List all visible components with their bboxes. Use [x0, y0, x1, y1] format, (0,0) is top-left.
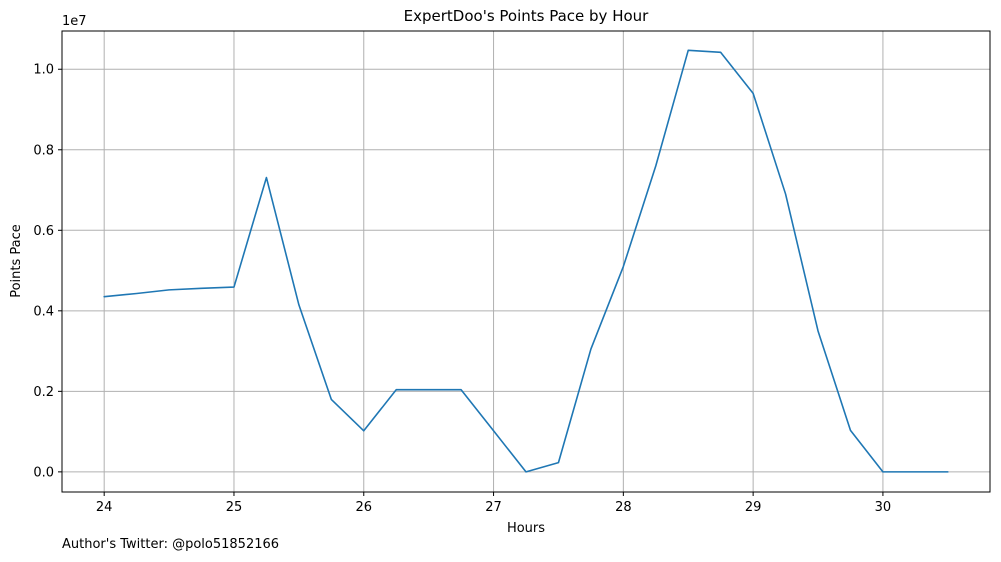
points-pace-line [103, 49, 949, 473]
y-tick-label: 0.8 [33, 143, 54, 158]
author-credit: Author's Twitter: @polo51852166 [62, 537, 280, 552]
x-tick-label: 30 [875, 500, 892, 515]
y-tick-label: 0.2 [33, 385, 54, 400]
x-tick-label: 26 [355, 500, 372, 515]
x-tick-label: 27 [485, 500, 502, 515]
grid-lines [62, 31, 990, 492]
x-axis-ticks: 24 25 26 27 28 29 30 [96, 492, 891, 515]
y-tick-label: 0.6 [33, 224, 54, 239]
y-tick-label: 1.0 [33, 63, 54, 78]
y-axis-ticks: 0.0 0.2 0.4 0.6 0.8 1.0 [33, 63, 62, 480]
x-tick-label: 28 [615, 500, 632, 515]
chart-title: ExpertDoo's Points Pace by Hour [404, 7, 650, 25]
x-tick-label: 25 [226, 500, 243, 515]
y-tick-label: 0.4 [33, 304, 54, 319]
x-tick-label: 24 [96, 500, 113, 515]
x-axis-label: Hours [507, 521, 545, 536]
y-axis-offset-label: 1e7 [62, 14, 87, 29]
series-layer [103, 49, 949, 473]
y-tick-label: 0.0 [33, 465, 54, 480]
plot-area-frame [61, 30, 991, 493]
x-tick-label: 29 [745, 500, 762, 515]
y-axis-label: Points Pace [9, 224, 24, 298]
